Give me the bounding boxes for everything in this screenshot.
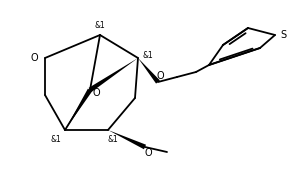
Text: S: S	[280, 30, 286, 40]
Text: O: O	[30, 53, 38, 63]
Polygon shape	[108, 130, 146, 149]
Polygon shape	[89, 58, 138, 92]
Text: &1: &1	[51, 136, 61, 145]
Text: &1: &1	[143, 51, 153, 60]
Text: O: O	[156, 71, 164, 81]
Text: &1: &1	[108, 136, 118, 145]
Text: O: O	[144, 148, 152, 158]
Polygon shape	[138, 58, 160, 84]
Text: &1: &1	[94, 22, 105, 31]
Polygon shape	[65, 89, 92, 130]
Text: O: O	[92, 88, 100, 98]
